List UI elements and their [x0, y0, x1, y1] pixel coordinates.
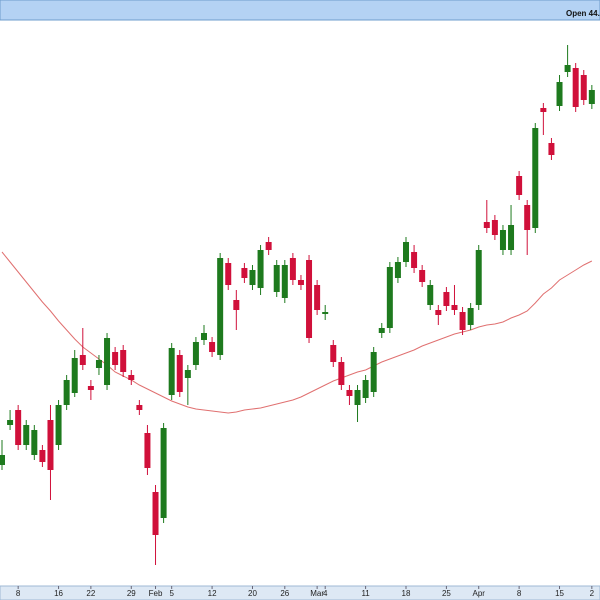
candle-body [168, 348, 175, 395]
candle-body [403, 242, 409, 262]
candle-body [516, 176, 523, 195]
x-tick-label: 25 [442, 589, 451, 598]
x-tick-label: 5 [169, 589, 174, 598]
candle-body [483, 222, 490, 228]
candle-body [184, 370, 191, 378]
candle-body [265, 242, 272, 250]
candle-body [192, 342, 199, 365]
x-tick-label: 20 [248, 589, 257, 598]
candle-body [467, 308, 474, 325]
candle-body [435, 310, 442, 315]
candle-body [443, 292, 450, 306]
candle-body [394, 262, 401, 278]
candle-body [330, 345, 337, 362]
x-tick-label: 16 [54, 589, 63, 598]
candle-body [112, 352, 119, 365]
candle-body [370, 352, 377, 392]
x-tick-label: Feb [149, 589, 163, 598]
candle-body [378, 328, 385, 333]
candle-body [338, 362, 345, 385]
candle-body [217, 258, 224, 355]
candle-body [104, 338, 111, 385]
candle-body [346, 390, 353, 396]
candle-body [209, 342, 216, 352]
x-tick-label: Mar [310, 589, 324, 598]
candle-body [540, 108, 547, 112]
candle-body [475, 250, 482, 305]
candle-body [556, 82, 563, 106]
x-tick-label: Apr [472, 589, 485, 598]
x-axis-bar [0, 585, 600, 600]
candle-body [39, 450, 46, 462]
candle-body [419, 270, 426, 282]
candle-body [0, 455, 5, 465]
candle-body [427, 285, 434, 305]
candle-body [55, 405, 62, 445]
candle-body [491, 220, 498, 235]
candle-body [281, 265, 288, 298]
candle-body [87, 386, 94, 390]
candle-body [63, 380, 70, 405]
candle-body [95, 360, 102, 368]
candle-body [136, 405, 143, 410]
candle-body [499, 230, 506, 250]
candle-body [564, 65, 571, 72]
candle-body [532, 128, 539, 228]
x-tick-label: 8 [517, 589, 522, 598]
candle-body [160, 428, 167, 518]
header-text: Open 44.8 [566, 9, 600, 18]
candle-body [23, 425, 30, 445]
candle-body [314, 285, 321, 310]
candle-body [588, 90, 595, 104]
candle-body [71, 358, 78, 393]
candle-body [354, 390, 361, 405]
candle-body [508, 225, 515, 250]
candle-body [176, 355, 183, 392]
x-tick-label: 8 [16, 589, 21, 598]
x-tick-label: 4 [323, 589, 328, 598]
candle-body [322, 312, 329, 314]
candle-body [249, 270, 256, 285]
candle-body [273, 265, 280, 292]
x-tick-label: 12 [208, 589, 217, 598]
candle-body [225, 263, 232, 285]
candle-body [580, 75, 587, 100]
x-tick-label: 22 [86, 589, 95, 598]
candle-body [572, 68, 579, 107]
candle-body [31, 430, 38, 455]
x-tick-label: 18 [402, 589, 411, 598]
candle-body [257, 250, 264, 288]
candle-body [120, 350, 127, 372]
candle-body [289, 258, 296, 280]
x-tick-label: 29 [127, 589, 136, 598]
candle-body [79, 355, 86, 365]
x-tick-label: 11 [361, 589, 370, 598]
candle-body [47, 420, 54, 470]
candle-body [201, 333, 207, 340]
candle-body [459, 312, 466, 330]
candle-body [297, 280, 304, 285]
candle-body [451, 305, 458, 310]
candle-body [362, 380, 369, 398]
x-tick-label: 26 [280, 589, 289, 598]
candle-body [524, 205, 531, 230]
x-tick-label: 2 [590, 589, 595, 598]
candle-body [306, 260, 313, 338]
candle-body [411, 252, 418, 268]
candle-body [128, 375, 135, 380]
candle-body [233, 300, 240, 310]
candle-body [15, 410, 22, 445]
candle-body [386, 267, 393, 328]
candle-body [241, 268, 248, 278]
candle-body [548, 143, 555, 155]
candle-body [7, 420, 14, 425]
x-tick-label: 15 [555, 589, 564, 598]
header-bar [0, 0, 600, 21]
candle-body [144, 433, 151, 468]
candle-body [152, 492, 159, 535]
